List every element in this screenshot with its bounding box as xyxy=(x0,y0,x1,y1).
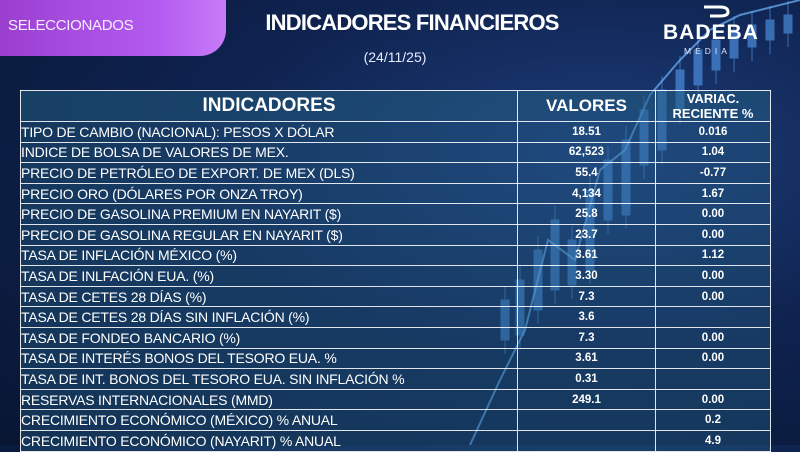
selected-tag-label: SELECCIONADOS xyxy=(8,17,134,34)
indicator-change: 0.00 xyxy=(655,203,771,225)
indicator-name: TASA DE FONDEO BANCARIO (%) xyxy=(20,326,518,349)
indicator-name: PRECIO DE GASOLINA PREMIUM EN NAYARIT ($… xyxy=(20,203,518,225)
indicator-change: 0.00 xyxy=(655,326,771,349)
table-row: TASA DE CETES 28 DÍAS (%) 7.3 0.00 xyxy=(20,285,771,308)
header-change: VARIAC. RECIENTE % xyxy=(655,90,771,122)
indicator-change: 0.00 xyxy=(655,388,771,411)
indicator-name: TASA DE INLFACIÓN EUA. (%) xyxy=(20,265,518,287)
indicator-change: 1.67 xyxy=(655,182,771,205)
indicator-name: RESERVAS INTERNACIONALES (MMD) xyxy=(20,388,518,411)
indicator-change: 0.00 xyxy=(655,285,771,308)
logo-subtitle: MEDIA xyxy=(684,46,731,56)
indicator-change: -0.77 xyxy=(655,162,771,184)
header-change-line1: VARIAC. xyxy=(686,91,740,107)
logo-mark-icon xyxy=(704,5,730,18)
header-values: VALORES xyxy=(517,90,656,122)
background-candle xyxy=(747,24,757,48)
indicator-value: 7.3 xyxy=(517,285,656,308)
background-candle xyxy=(729,29,739,59)
indicator-name: CRECIMIENTO ECONÓMICO (MÉXICO) % ANUAL xyxy=(20,409,518,431)
table-row: PRECIO DE GASOLINA REGULAR EN NAYARIT ($… xyxy=(20,223,771,246)
table-row: TASA DE INTERÉS BONOS DEL TESORO EUA. % 3… xyxy=(20,347,771,370)
indicator-change: 0.016 xyxy=(655,121,771,143)
table-row: TASA DE INT. BONOS DEL TESORO EUA. SIN I… xyxy=(20,368,771,390)
report-date: (24/11/25) xyxy=(363,49,427,65)
indicator-name: PRECIO DE PETRÓLEO DE EXPORT. DE MEX (DL… xyxy=(20,162,518,184)
indicator-value: 23.7 xyxy=(517,223,656,246)
indicator-value: 3.61 xyxy=(517,244,656,267)
indicator-value: 55.4 xyxy=(517,162,656,184)
indicator-value xyxy=(517,429,656,452)
badeba-logo: BADEBA MEDIA xyxy=(660,4,772,58)
indicator-change: 0.2 xyxy=(655,409,771,431)
table-row: PRECIO ORO (DÓLARES POR ONZA TROY) 4,134 1… xyxy=(20,182,771,205)
indicator-value: 0.31 xyxy=(517,368,656,390)
indicator-change: 4.9 xyxy=(655,429,771,452)
indicators-table: INDICADORES VALORES VARIAC. RECIENTE % T… xyxy=(20,90,771,452)
indicator-name: TASA DE CETES 28 DÍAS (%) xyxy=(20,285,518,308)
selected-tag: SELECCIONADOS xyxy=(0,0,226,56)
indicator-name: PRECIO DE GASOLINA REGULAR EN NAYARIT ($… xyxy=(20,223,518,246)
table-row: TASA DE INFLACIÓN MÉXICO (%) 3.61 1.12 xyxy=(20,244,771,267)
table-row: PRECIO DE PETRÓLEO DE EXPORT. DE MEX (DL… xyxy=(20,162,771,184)
background-candle xyxy=(765,19,775,41)
indicator-name: TASA DE INFLACIÓN MÉXICO (%) xyxy=(20,244,518,267)
indicator-value: 62,523 xyxy=(517,141,656,164)
indicator-change: 0.00 xyxy=(655,223,771,246)
indicator-change: 1.04 xyxy=(655,141,771,164)
table-row: CRECIMIENTO ECONÓMICO (NAYARIT) % ANUAL 4… xyxy=(20,429,771,452)
table-row: RESERVAS INTERNACIONALES (MMD) 249.1 0.00 xyxy=(20,388,771,411)
indicator-value: 249.1 xyxy=(517,388,656,411)
indicator-value: 3.6 xyxy=(517,306,656,328)
indicator-value: 7.3 xyxy=(517,326,656,349)
indicator-change xyxy=(655,306,771,328)
indicator-value: 3.30 xyxy=(517,265,656,287)
table-row: TIPO DE CAMBIO (NACIONAL): PESOS X DÓLAR… xyxy=(20,121,771,143)
header-change-line2: RECIENTE % xyxy=(672,106,754,121)
indicator-name: TASA DE INT. BONOS DEL TESORO EUA. SIN I… xyxy=(20,368,518,390)
indicator-value: 4,134 xyxy=(517,182,656,205)
background-candle xyxy=(693,49,703,86)
indicator-change: 1.12 xyxy=(655,244,771,267)
indicator-change xyxy=(655,368,771,390)
table-row: TASA DE INLFACIÓN EUA. (%) 3.30 0.00 xyxy=(20,265,771,287)
logo-brand: BADEBA xyxy=(663,21,759,44)
indicator-change: 0.00 xyxy=(655,265,771,287)
indicator-value: 25.8 xyxy=(517,203,656,225)
table-row: PRECIO DE GASOLINA PREMIUM EN NAYARIT ($… xyxy=(20,203,771,225)
indicator-name: TASA DE INTERÉS BONOS DEL TESORO EUA. % xyxy=(20,347,518,370)
indicator-name: INDICE DE BOLSA DE VALORES DE MEX. xyxy=(20,141,518,164)
header-indicators: INDICADORES xyxy=(20,90,518,122)
indicator-name: TIPO DE CAMBIO (NACIONAL): PESOS X DÓLAR xyxy=(20,121,518,143)
table-row: TASA DE FONDEO BANCARIO (%) 7.3 0.00 xyxy=(20,326,771,349)
indicator-value: 18.51 xyxy=(517,121,656,143)
indicator-name: CRECIMIENTO ECONÓMICO (NAYARIT) % ANUAL xyxy=(20,429,518,452)
table-row: TASA DE CETES 28 DÍAS SIN INFLACIÓN (%) 3… xyxy=(20,306,771,328)
table-row: INDICE DE BOLSA DE VALORES DE MEX. 62,523… xyxy=(20,141,771,164)
background-candle xyxy=(783,14,793,34)
indicator-change: 0.00 xyxy=(655,347,771,370)
table-row: CRECIMIENTO ECONÓMICO (MÉXICO) % ANUAL 0.… xyxy=(20,409,771,431)
background-candle xyxy=(711,39,721,71)
page-title: INDICADORES FINANCIEROS xyxy=(265,10,559,35)
indicator-name: PRECIO ORO (DÓLARES POR ONZA TROY) xyxy=(20,182,518,205)
indicator-value xyxy=(517,409,656,431)
indicator-name: TASA DE CETES 28 DÍAS SIN INFLACIÓN (%) xyxy=(20,306,518,328)
indicator-value: 3.61 xyxy=(517,347,656,370)
